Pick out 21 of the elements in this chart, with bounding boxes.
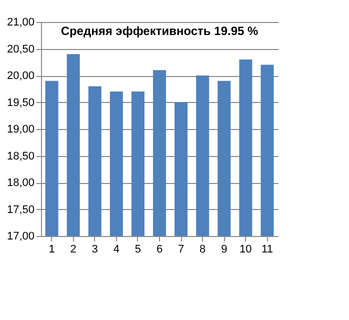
chart-title: Средняя эффективность 19.95 % <box>60 24 259 38</box>
x-tick-label: 7 <box>178 244 184 256</box>
x-tick-label: 6 <box>156 244 163 256</box>
x-tick-label: 4 <box>113 244 120 256</box>
y-tick-label: 17,00 <box>6 230 34 242</box>
y-tick-label: 21,00 <box>6 16 34 28</box>
y-tick-label: 19,50 <box>6 96 34 109</box>
y-tick-label: 20,00 <box>6 70 34 82</box>
x-tick-label: 8 <box>200 244 206 256</box>
x-tick-label: 3 <box>92 244 98 256</box>
x-tick-label: 1 <box>48 244 55 256</box>
y-tick-label: 19,00 <box>6 124 34 136</box>
x-tick-label: 2 <box>70 244 76 256</box>
y-tick-label: 18,00 <box>6 177 34 189</box>
y-tick-label: 17,50 <box>6 204 34 216</box>
x-tick-label: 11 <box>262 244 273 256</box>
x-tick-label: 5 <box>134 244 142 256</box>
y-tick-label: 18,50 <box>6 150 34 162</box>
x-tick-label: 10 <box>240 244 252 256</box>
y-tick-label: 20,50 <box>6 43 34 56</box>
x-tick-label: 9 <box>221 244 228 256</box>
